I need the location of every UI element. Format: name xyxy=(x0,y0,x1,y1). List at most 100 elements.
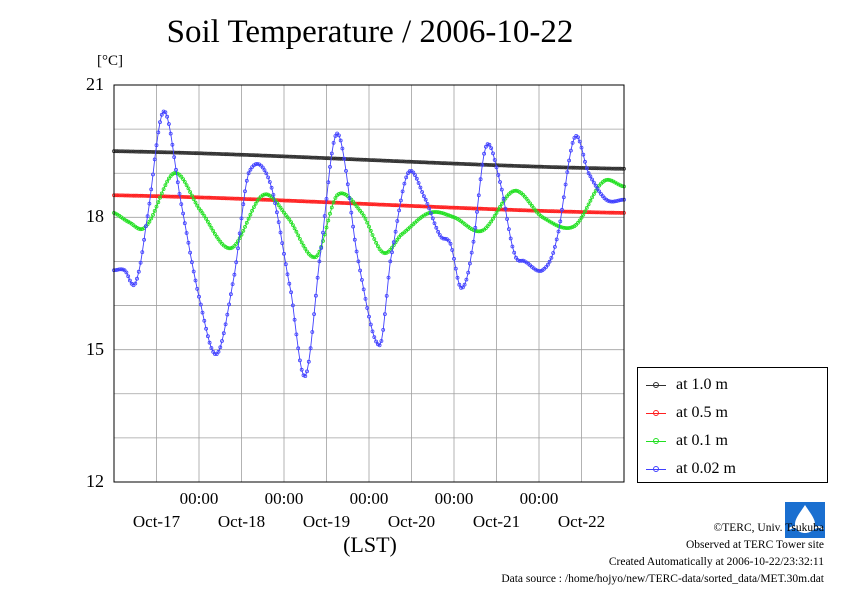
series-1m-point xyxy=(259,153,263,158)
series-05m-point xyxy=(342,201,347,205)
series-01m-point xyxy=(262,192,267,197)
series-05m-point xyxy=(198,195,203,200)
series-05m-point xyxy=(328,200,332,205)
series-1m-point xyxy=(271,154,276,158)
series-01m-point xyxy=(499,201,504,206)
series-002m-point xyxy=(243,189,247,194)
series-1m-point xyxy=(382,158,387,163)
series-05m-point xyxy=(546,209,550,214)
series-002m-point xyxy=(182,221,187,226)
series-1m-point xyxy=(459,161,464,166)
series-1m-point xyxy=(269,153,274,158)
series-01m-point xyxy=(244,220,249,225)
series-01m-point xyxy=(390,245,394,250)
series-01m-point xyxy=(476,229,481,234)
series-1m-point xyxy=(214,151,219,156)
series-002m-point xyxy=(482,151,487,156)
x-date-label: Oct-22 xyxy=(557,512,606,531)
series-1m-point xyxy=(618,166,623,171)
series-1m-point xyxy=(204,151,209,156)
series-01m-point xyxy=(365,220,370,225)
series-1m-point xyxy=(165,150,170,155)
series-1m-point xyxy=(317,155,322,160)
series-05m-point xyxy=(359,201,364,206)
series-1m-point xyxy=(367,158,371,162)
series-1m-point xyxy=(402,159,407,164)
series-002m-point xyxy=(319,246,324,250)
x-time-label: 00:00 xyxy=(519,489,559,508)
series-002m-point xyxy=(285,272,290,277)
series-002m-point xyxy=(453,266,458,271)
series-05m-point xyxy=(138,193,143,198)
series-002m-point xyxy=(276,220,281,225)
series-1m-point xyxy=(345,157,350,162)
x-date-label: Oct-19 xyxy=(302,512,351,531)
series-1m-point xyxy=(347,157,352,162)
series-002m-point xyxy=(457,282,462,287)
series-1m-point xyxy=(466,162,471,167)
series-05m-point xyxy=(540,208,545,213)
series-002m-point xyxy=(136,269,141,274)
series-002m-point xyxy=(135,276,139,281)
series-01m-point xyxy=(584,205,589,210)
series-05m-point xyxy=(200,195,205,200)
series-1m-point xyxy=(349,157,354,162)
series-05m-point xyxy=(607,210,612,215)
series-05m-point xyxy=(510,207,515,212)
series-1m-point xyxy=(250,153,255,158)
series-002m-point xyxy=(475,209,479,214)
series-05m-point xyxy=(186,195,191,200)
x-time-label: 00:00 xyxy=(179,489,219,508)
series-002m-point xyxy=(303,374,308,379)
series-05m-point xyxy=(411,204,416,208)
series-1m-point xyxy=(351,157,356,162)
series-05m-point xyxy=(310,199,315,204)
series-1m-point xyxy=(133,149,138,154)
series-01m-point xyxy=(147,219,152,224)
series-1m-point xyxy=(236,152,240,157)
series-01m-point xyxy=(303,246,308,251)
series-1m-point xyxy=(335,156,340,161)
series-002m xyxy=(112,109,626,379)
series-1m-point xyxy=(241,152,246,157)
series-1m-point xyxy=(253,153,258,158)
series-1m-point xyxy=(294,154,299,159)
x-date-label: Oct-18 xyxy=(217,512,266,531)
series-05m-point xyxy=(395,203,400,208)
series-01m-point xyxy=(294,229,299,234)
series-05m-point xyxy=(151,194,155,199)
series-1m-point xyxy=(306,155,311,160)
series-002m-point xyxy=(397,208,402,213)
series-01m-point xyxy=(338,191,343,196)
series-05m-point xyxy=(413,204,417,209)
series-05m-point xyxy=(618,210,623,215)
series-05m-point xyxy=(260,197,265,202)
series-1m-point xyxy=(464,162,469,167)
series-05m-point xyxy=(143,193,148,198)
series-05m-point xyxy=(147,194,152,198)
series-05m-point xyxy=(597,210,602,215)
series-002m-point xyxy=(581,152,586,157)
series-002m-point xyxy=(228,292,233,297)
series-1m-point xyxy=(590,166,594,171)
series-002m-point xyxy=(188,250,193,255)
series-002m-point xyxy=(147,201,152,206)
series-1m-point xyxy=(273,154,278,158)
series-01m-point xyxy=(166,176,171,181)
series-002m-point xyxy=(588,174,593,179)
series-01m-point xyxy=(165,179,170,184)
series-05m-point xyxy=(384,202,389,207)
series-002m-point xyxy=(560,207,564,212)
series-01m-point xyxy=(195,203,200,208)
series-002m-point xyxy=(297,358,302,363)
series-05m-point xyxy=(221,196,226,201)
series-05m-point xyxy=(239,196,244,201)
series-1m-point xyxy=(312,155,317,160)
series-002m-point xyxy=(432,221,437,226)
series-01m-point xyxy=(241,228,246,233)
series-05m-point xyxy=(174,194,178,199)
series-002m-point xyxy=(398,198,403,203)
series-01m-point xyxy=(363,216,368,221)
series-05m-point xyxy=(457,205,462,210)
series-1m-point xyxy=(499,163,504,168)
